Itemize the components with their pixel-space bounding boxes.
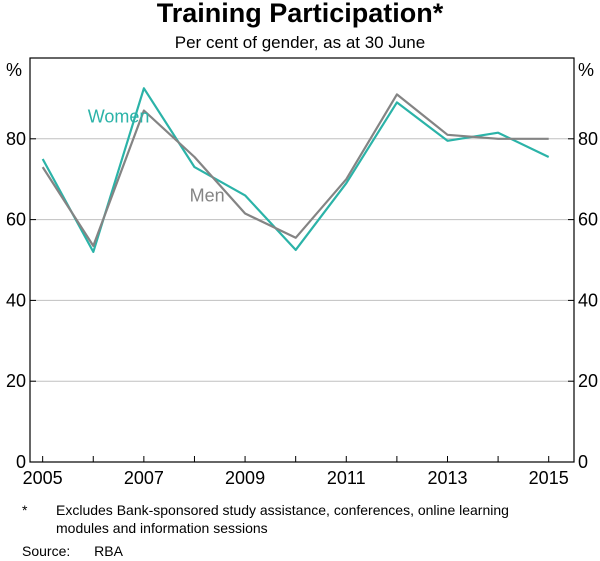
x-tick-label: 2015 <box>529 468 569 488</box>
series-line-men <box>41 93 549 247</box>
source-value: RBA <box>94 543 123 559</box>
y-tick-label-right: 20 <box>578 371 598 391</box>
chart-title: Training Participation* <box>157 0 444 28</box>
plot-frame <box>29 57 575 463</box>
source-label: Source: <box>22 543 71 559</box>
x-tick-label: 2007 <box>124 468 164 488</box>
x-tick-label: 2005 <box>23 468 63 488</box>
x-tick-label: 2009 <box>225 468 265 488</box>
y-tick-label-left: 80 <box>6 129 26 149</box>
series-line-women <box>41 87 550 253</box>
axes: 0 0 20 20 40 40 60 60 80 80 2005 2007 2009 2011 2013 20… <box>6 129 598 488</box>
source-line: Source: RBA <box>22 542 123 560</box>
y-tick-label-left: 20 <box>6 371 26 391</box>
footnote-marker: * <box>22 502 28 518</box>
chart-subtitle: Per cent of gender, as at 30 June <box>175 33 425 52</box>
gridlines <box>30 138 574 382</box>
y-tick-label-left: 0 <box>16 452 26 472</box>
x-tick-label: 2011 <box>327 468 366 488</box>
y-tick-label-left: 40 <box>6 290 26 310</box>
labels: Women Men <box>88 107 225 206</box>
x-tick-label: 2013 <box>427 468 467 488</box>
left-axis-unit: % <box>6 60 22 80</box>
y-tick-label-right: 0 <box>578 452 588 472</box>
right-axis-unit: % <box>578 60 594 80</box>
y-tick-label-right: 80 <box>578 129 598 149</box>
series-lines <box>41 87 550 253</box>
y-tick-label-right: 60 <box>578 210 598 230</box>
footnote: * Excludes Bank-sponsored study assistan… <box>22 501 582 537</box>
legend-label-women: Women <box>88 107 150 127</box>
footnote-text: Excludes Bank-sponsored study assistance… <box>56 502 509 536</box>
legend-label-men: Men <box>190 185 225 205</box>
y-tick-label-left: 60 <box>6 210 26 230</box>
y-tick-label-right: 40 <box>578 290 598 310</box>
